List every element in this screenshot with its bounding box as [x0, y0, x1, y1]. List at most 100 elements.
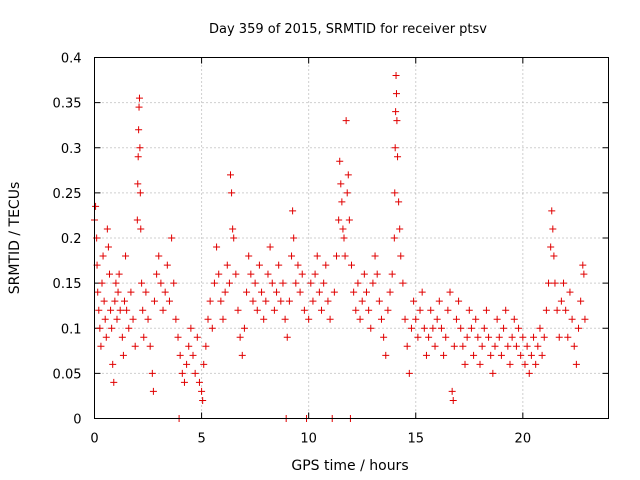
data-point [339, 225, 347, 233]
data-point [277, 297, 285, 305]
data-point [249, 297, 257, 305]
data-point [523, 342, 531, 350]
data-point [320, 279, 328, 287]
data-point [223, 261, 231, 269]
data-point [102, 333, 110, 341]
data-point [219, 315, 227, 323]
data-point [570, 342, 578, 350]
data-point [127, 288, 135, 296]
y-tick-label: 0.25 [53, 187, 82, 202]
data-point [562, 306, 570, 314]
data-point [315, 288, 323, 296]
x-tick-labels: 0 5 10 15 20 [90, 432, 531, 447]
data-point [433, 315, 441, 323]
data-point [191, 369, 199, 377]
data-point [392, 108, 400, 116]
data-point [103, 225, 111, 233]
data-point [100, 297, 108, 305]
data-point [275, 261, 283, 269]
data-point [375, 297, 383, 305]
data-point [153, 270, 161, 278]
data-point [519, 333, 527, 341]
grid-lines [94, 57, 609, 419]
data-point [208, 324, 216, 332]
data-point [335, 216, 343, 224]
data-point [113, 315, 121, 323]
data-point [343, 189, 351, 197]
data-point [532, 360, 540, 368]
data-point [213, 243, 221, 251]
data-point [104, 243, 112, 251]
data-point [515, 324, 523, 332]
data-point [393, 117, 401, 125]
data-point [391, 189, 399, 197]
data-point [172, 315, 180, 323]
data-point [444, 306, 452, 314]
data-point [527, 351, 535, 359]
data-point [187, 324, 195, 332]
y-tick-label: 0.2 [61, 232, 82, 247]
data-point [564, 333, 572, 341]
y-tick-label: 0 [73, 413, 81, 428]
data-point [568, 315, 576, 323]
data-point [557, 297, 565, 305]
data-point [228, 189, 236, 197]
data-point [95, 306, 103, 314]
data-point [342, 117, 350, 125]
data-point [487, 351, 495, 359]
data-point [530, 333, 538, 341]
data-point [112, 279, 120, 287]
data-point [442, 333, 450, 341]
data-point [148, 369, 156, 377]
x-axis-label: GPS time / hours [291, 458, 408, 474]
data-point [352, 306, 360, 314]
data-point [178, 369, 186, 377]
data-point [193, 333, 201, 341]
data-point [478, 342, 486, 350]
data-point [427, 306, 435, 314]
data-point [461, 360, 469, 368]
y-tick-label: 0.05 [53, 367, 82, 382]
data-point [247, 270, 255, 278]
data-point [150, 297, 158, 305]
data-point [133, 216, 141, 224]
data-point [380, 333, 388, 341]
data-point [547, 243, 555, 251]
data-point [206, 297, 214, 305]
data-point [392, 72, 400, 80]
data-point [245, 252, 253, 260]
data-point [362, 288, 370, 296]
data-point [397, 252, 405, 260]
data-point [176, 351, 184, 359]
data-point [403, 342, 411, 350]
data-point [134, 180, 142, 188]
data-point [452, 315, 460, 323]
data-point [386, 288, 394, 296]
data-point [200, 360, 208, 368]
data-point [289, 207, 297, 215]
data-point [489, 369, 497, 377]
data-point [502, 306, 510, 314]
data-point [330, 288, 338, 296]
data-point [491, 342, 499, 350]
data-point [131, 342, 139, 350]
data-point [159, 306, 167, 314]
data-point [92, 202, 100, 210]
data-point [136, 189, 144, 197]
data-point [236, 333, 244, 341]
data-point [575, 324, 583, 332]
data-point [555, 333, 563, 341]
data-point [260, 315, 268, 323]
y-tick-label: 0.4 [61, 52, 82, 67]
data-point [392, 90, 400, 98]
data-point [344, 171, 352, 179]
data-point [431, 342, 439, 350]
data-point [394, 153, 402, 161]
data-point [580, 270, 588, 278]
data-point [110, 378, 118, 386]
data-point [333, 252, 341, 260]
data-point [139, 306, 147, 314]
data-point [401, 315, 409, 323]
data-point [258, 288, 266, 296]
data-point [279, 279, 287, 287]
